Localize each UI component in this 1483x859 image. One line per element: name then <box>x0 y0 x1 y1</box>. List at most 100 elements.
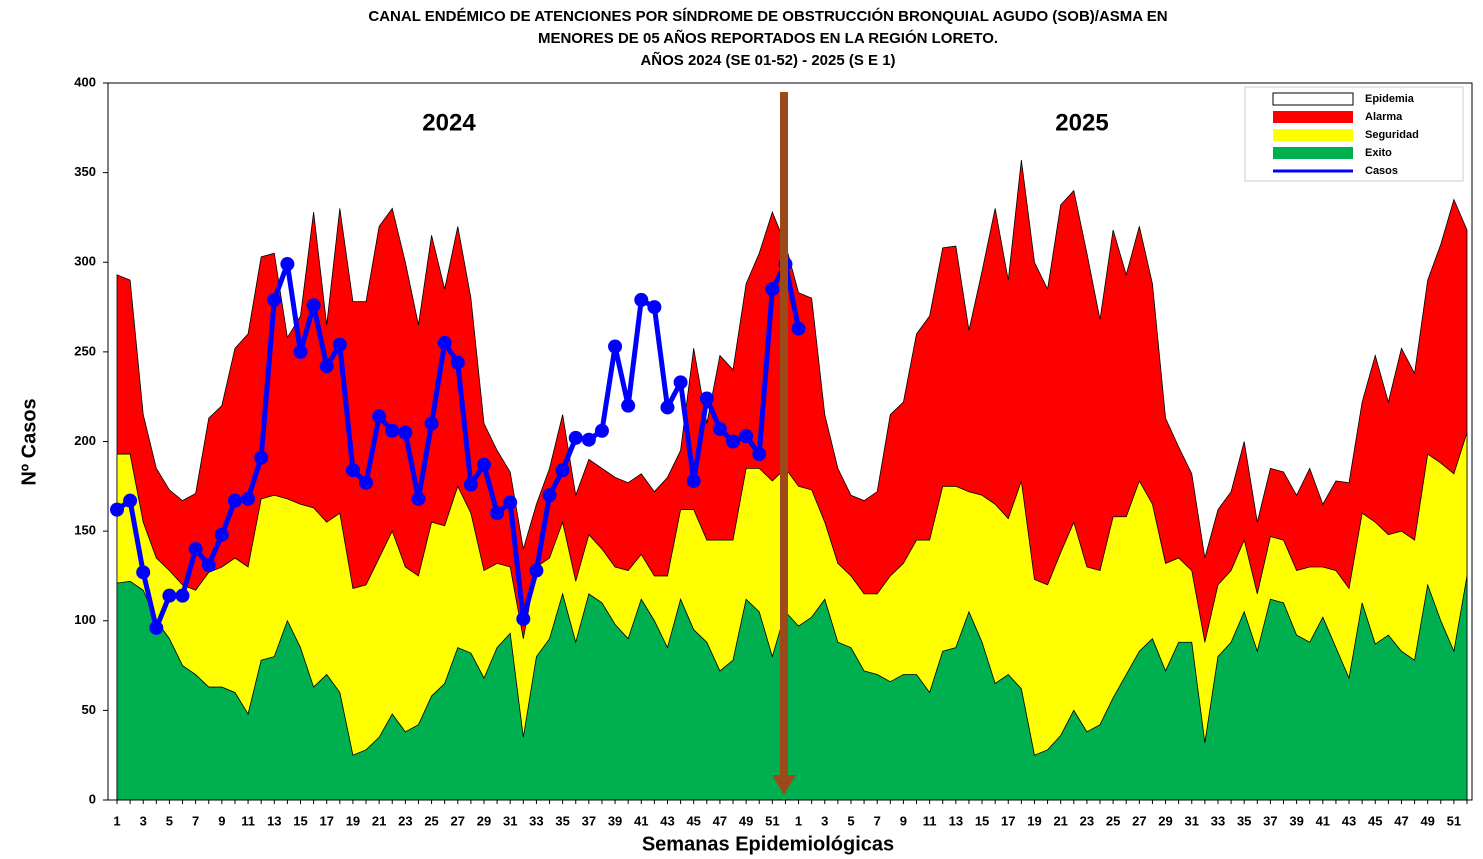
x-tick-label: 41 <box>1316 813 1330 828</box>
point <box>345 463 360 478</box>
x-tick-label: 13 <box>949 813 963 828</box>
x-tick-label: 51 <box>765 813 779 828</box>
point <box>634 292 649 307</box>
point <box>332 337 347 352</box>
point <box>293 344 308 359</box>
y-tick-label: 50 <box>82 702 96 717</box>
x-tick-label: 9 <box>900 813 907 828</box>
x-tick-label: 27 <box>1132 813 1146 828</box>
x-tick-label: 47 <box>713 813 727 828</box>
annotation: 2024 <box>422 109 476 136</box>
chart-title: MENORES DE 05 AÑOS REPORTADOS EN LA REGI… <box>538 29 998 47</box>
x-tick-label: 49 <box>1420 813 1434 828</box>
x-tick-label: 37 <box>582 813 596 828</box>
x-tick-label: 15 <box>293 813 307 828</box>
point <box>359 475 374 490</box>
y-tick-label: 250 <box>74 343 96 358</box>
x-tick-label: 21 <box>372 813 386 828</box>
y-tick-label: 100 <box>74 612 96 627</box>
x-tick-label: 3 <box>821 813 828 828</box>
point <box>726 434 741 449</box>
point <box>254 450 269 465</box>
point <box>411 491 426 506</box>
x-tick-label: 1 <box>795 813 802 828</box>
x-axis-title: Semanas Epidemiológicas <box>642 833 894 855</box>
x-tick-label: 19 <box>1027 813 1041 828</box>
point <box>791 321 806 336</box>
point <box>752 447 767 462</box>
point <box>542 488 557 503</box>
point <box>660 400 675 415</box>
y-tick-label: 300 <box>74 254 96 269</box>
point <box>503 495 518 510</box>
point <box>476 457 491 472</box>
arrow-head <box>772 775 796 795</box>
point <box>555 463 570 478</box>
point <box>227 493 242 508</box>
point <box>385 423 400 438</box>
area <box>116 575 1468 801</box>
x-tick-label: 17 <box>319 813 333 828</box>
point <box>647 300 662 315</box>
point <box>424 416 439 431</box>
legend-swatch <box>1273 147 1353 159</box>
x-tick-label: 43 <box>660 813 674 828</box>
x-tick-label: 43 <box>1342 813 1356 828</box>
point <box>398 425 413 440</box>
y-tick-label: 350 <box>74 164 96 179</box>
y-tick-label: 200 <box>74 433 96 448</box>
point <box>110 502 124 517</box>
x-tick-label: 15 <box>975 813 989 828</box>
x-tick-label: 3 <box>140 813 147 828</box>
point <box>686 473 701 488</box>
x-tick-label: 33 <box>529 813 543 828</box>
chart-title: AÑOS 2024 (SE 01-52) - 2025 (S E 1) <box>640 51 895 69</box>
x-tick-label: 49 <box>739 813 753 828</box>
x-tick-label: 25 <box>424 813 438 828</box>
x-tick-label: 47 <box>1394 813 1408 828</box>
point <box>739 429 754 444</box>
y-axis-title: Nº Casos <box>18 398 40 485</box>
point <box>699 391 714 406</box>
x-tick-label: 5 <box>847 813 854 828</box>
point <box>175 588 190 603</box>
point <box>123 493 138 508</box>
point <box>581 432 596 447</box>
x-tick-label: 39 <box>1289 813 1303 828</box>
x-tick-label: 27 <box>451 813 465 828</box>
legend-swatch <box>1273 129 1353 141</box>
y-tick-label: 0 <box>89 791 96 806</box>
x-tick-label: 19 <box>346 813 360 828</box>
point <box>306 298 321 313</box>
x-tick-label: 35 <box>1237 813 1251 828</box>
chart-title: CANAL ENDÉMICO DE ATENCIONES POR SÍNDROM… <box>368 7 1167 25</box>
x-tick-label: 45 <box>686 813 700 828</box>
x-tick-label: 7 <box>192 813 199 828</box>
point <box>673 375 688 390</box>
legend-label: Alarma <box>1365 111 1403 123</box>
legend-swatch <box>1273 111 1353 123</box>
legend-label: Exito <box>1365 147 1392 159</box>
y-tick-label: 150 <box>74 523 96 538</box>
point <box>214 527 229 542</box>
x-tick-label: 17 <box>1001 813 1015 828</box>
x-tick-label: 5 <box>166 813 173 828</box>
point <box>319 359 334 374</box>
x-tick-label: 9 <box>218 813 225 828</box>
legend-label: Seguridad <box>1365 129 1419 141</box>
x-tick-label: 33 <box>1211 813 1225 828</box>
point <box>516 611 531 626</box>
x-tick-label: 31 <box>1185 813 1199 828</box>
point <box>712 421 727 436</box>
point <box>188 542 203 557</box>
point <box>149 620 164 635</box>
point <box>765 282 780 297</box>
point <box>490 506 505 521</box>
point <box>201 558 216 573</box>
y-tick-label: 400 <box>74 74 96 89</box>
point <box>267 292 282 307</box>
x-tick-label: 35 <box>555 813 569 828</box>
legend-label: Casos <box>1365 165 1398 177</box>
x-tick-label: 41 <box>634 813 648 828</box>
x-tick-label: 39 <box>608 813 622 828</box>
